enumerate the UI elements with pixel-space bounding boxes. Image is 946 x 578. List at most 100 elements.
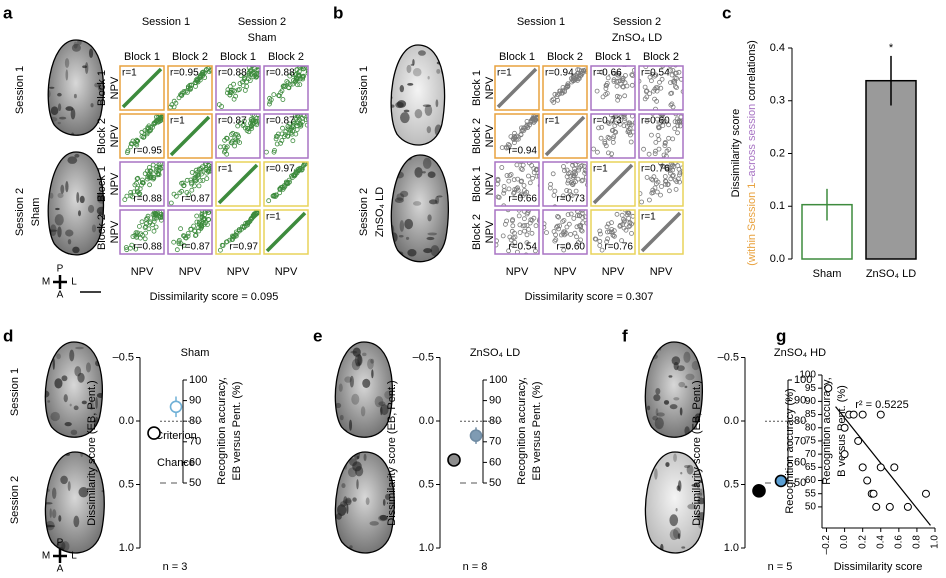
- scatter-point: [854, 436, 863, 445]
- axis-label: NPV: [484, 124, 496, 147]
- scatter-point: [649, 71, 655, 77]
- scatter-point: [153, 212, 159, 218]
- scatter-point: [305, 68, 308, 74]
- scatter-point: [618, 114, 624, 120]
- scatter-point: [566, 243, 571, 249]
- session-label: Session 2: [14, 188, 26, 236]
- y2-axis-label: Recognition accuracy,: [516, 377, 528, 484]
- y-axis-note: (within Session 1–across session correlat…: [746, 40, 758, 266]
- scatter-point: [130, 234, 136, 239]
- scatter-point: [562, 168, 567, 174]
- cell-frame: [638, 65, 684, 111]
- scatter-point: [580, 177, 586, 183]
- brain-spot: [645, 452, 654, 462]
- scatter-point: [196, 221, 202, 227]
- r-label: r=0.54: [508, 242, 537, 253]
- brain-spot: [65, 106, 74, 111]
- scatter-point: [168, 200, 174, 206]
- scatter-cloud: [639, 162, 683, 205]
- brain-spot: [81, 400, 87, 405]
- scatter-point: [153, 224, 159, 230]
- scatter-point: [678, 114, 683, 120]
- scatter-point: [629, 230, 634, 236]
- brain-outline: [44, 451, 105, 554]
- scatter-point: [174, 247, 180, 253]
- scatter-point: [642, 84, 648, 90]
- scatter-point: [228, 132, 234, 137]
- r-label: r=0.88: [266, 68, 295, 79]
- cell-frame: [119, 209, 165, 255]
- scatter-point: [612, 233, 617, 239]
- r-label: r=0.88: [218, 68, 247, 79]
- scatter-point: [506, 178, 512, 184]
- scatter-point: [230, 130, 236, 136]
- scatter-point: [654, 98, 659, 104]
- scatter-point: [629, 221, 634, 227]
- cell-frame: [590, 161, 636, 207]
- brain-fill: [645, 342, 703, 438]
- scatter-point: [504, 218, 510, 224]
- scatter-point: [297, 76, 303, 82]
- scatter-point: [191, 175, 197, 181]
- r-label: r=0.94: [545, 68, 574, 79]
- y2-tick-label: 100: [189, 374, 207, 386]
- scatter-point: [273, 133, 279, 139]
- brain-spot: [47, 400, 51, 403]
- scatter-point: [194, 213, 200, 219]
- brain-spot: [697, 497, 705, 505]
- axis-label: NPV: [227, 266, 250, 278]
- scatter-point: [139, 177, 145, 183]
- brain-spot: [82, 65, 88, 69]
- significance: *: [889, 42, 894, 54]
- scatter-point: [510, 217, 515, 223]
- scatter-point: [863, 476, 872, 485]
- scatter-point: [278, 140, 284, 146]
- scatter-point: [246, 129, 252, 135]
- scatter-point: [224, 239, 230, 245]
- compass-label: P: [57, 538, 64, 549]
- brain-spot: [379, 514, 388, 521]
- scatter-point: [184, 90, 190, 95]
- scatter-point: [656, 125, 662, 131]
- scatter-point: [273, 136, 279, 142]
- scatter-point: [279, 184, 285, 190]
- y-tick-label: 90: [805, 396, 817, 407]
- scatter-point: [503, 144, 509, 150]
- scatter-point: [288, 130, 294, 136]
- scatter-point: [604, 81, 610, 86]
- scatter-cloud: [264, 114, 308, 155]
- scatter-point: [602, 140, 608, 146]
- brain-spot: [58, 515, 62, 522]
- y2-tick-label: 70: [794, 436, 806, 448]
- scatter-point: [543, 225, 547, 230]
- scatter-point: [233, 93, 239, 99]
- panel-label: g: [776, 326, 786, 345]
- scatter-point: [876, 410, 885, 419]
- scatter-point: [568, 231, 573, 237]
- y-tick-label: 0.2: [770, 147, 785, 159]
- scatter-point: [561, 217, 567, 223]
- brain-spot: [87, 204, 95, 213]
- x-tick-label: 0.4: [875, 535, 886, 549]
- scatter-point: [524, 240, 530, 246]
- scatter-point: [565, 212, 571, 218]
- brain-spot: [437, 139, 442, 145]
- scatter-point: [660, 163, 665, 169]
- scatter-point: [656, 137, 662, 143]
- brain-spot: [61, 375, 68, 382]
- scatter-point: [544, 230, 549, 236]
- brain-spot: [668, 375, 673, 378]
- scatter-point: [655, 116, 660, 122]
- scatter-point: [171, 98, 177, 104]
- brain-spot: [335, 534, 336, 543]
- scatter-point: [641, 79, 645, 83]
- cell-frame: [638, 113, 684, 159]
- scatter-point: [249, 123, 255, 129]
- scatter-point: [610, 139, 616, 145]
- brain-spot: [684, 464, 691, 469]
- scatter-point: [135, 189, 141, 195]
- scatter-point: [504, 173, 510, 178]
- scatter-point: [650, 114, 655, 116]
- brain-spot: [405, 146, 413, 152]
- scatter-point: [579, 178, 585, 184]
